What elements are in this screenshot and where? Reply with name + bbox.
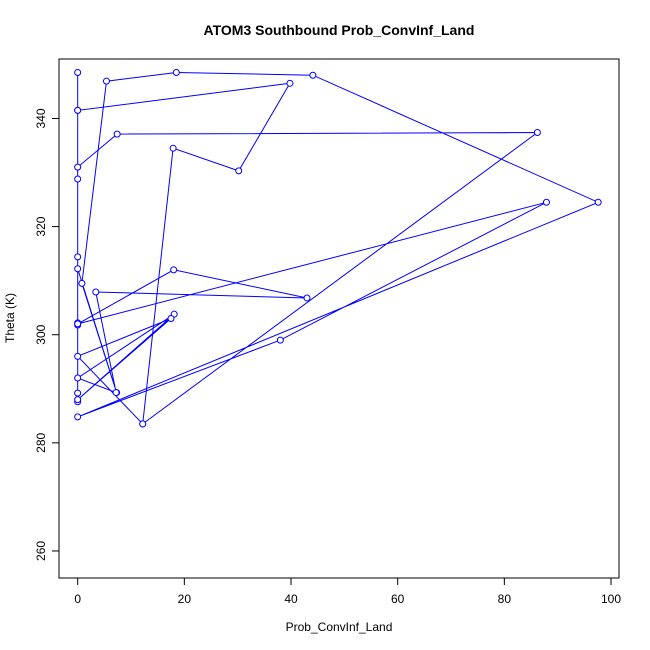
data-point — [167, 315, 175, 322]
x-axis-label: Prob_ConvInf_Land — [286, 620, 393, 634]
data-point — [169, 144, 177, 152]
data-point — [303, 294, 311, 302]
data-point — [172, 69, 180, 77]
y-tick-label: 280 — [34, 433, 48, 453]
x-tick-label: 60 — [391, 592, 405, 606]
plot-frame — [58, 58, 620, 579]
data-point — [235, 167, 243, 175]
data-point — [139, 420, 147, 428]
data-point — [92, 288, 100, 296]
data-point — [74, 253, 82, 261]
x-tick-label: 0 — [74, 592, 81, 606]
data-point — [74, 413, 82, 421]
data-point — [74, 320, 82, 328]
data-point — [74, 265, 82, 273]
x-tick-label: 100 — [601, 592, 621, 606]
data-point — [113, 130, 121, 138]
chart-title: ATOM3 Southbound Prob_ConvInf_Land — [204, 22, 475, 38]
y-tick-label: 260 — [34, 541, 48, 561]
data-point — [594, 198, 602, 206]
x-tick-label: 80 — [498, 592, 512, 606]
x-tick-label: 40 — [284, 592, 298, 606]
y-tick-label: 340 — [34, 108, 48, 128]
y-axis-label: Theta (K) — [3, 293, 17, 343]
data-point — [74, 69, 82, 77]
x-tick-label: 20 — [178, 592, 192, 606]
data-point — [74, 352, 82, 360]
data-point — [276, 336, 284, 344]
data-point — [74, 106, 82, 114]
data-point — [102, 77, 110, 85]
data-point — [286, 79, 294, 87]
x-axis: 0 20 40 60 80 100 — [74, 577, 621, 606]
data-point — [74, 389, 82, 397]
data-point — [542, 198, 550, 206]
data-point — [74, 175, 82, 183]
data-point — [74, 374, 82, 382]
y-axis: 260 280 300 320 340 — [34, 108, 60, 561]
series-line — [76, 71, 600, 426]
data-point — [74, 396, 82, 404]
y-tick-label: 320 — [34, 216, 48, 236]
data-series — [74, 69, 602, 428]
data-point — [170, 266, 178, 274]
data-point — [533, 129, 541, 137]
data-point — [78, 279, 86, 287]
data-point — [74, 163, 82, 171]
data-point — [309, 71, 317, 79]
data-point — [112, 389, 120, 397]
y-tick-label: 300 — [34, 324, 48, 344]
